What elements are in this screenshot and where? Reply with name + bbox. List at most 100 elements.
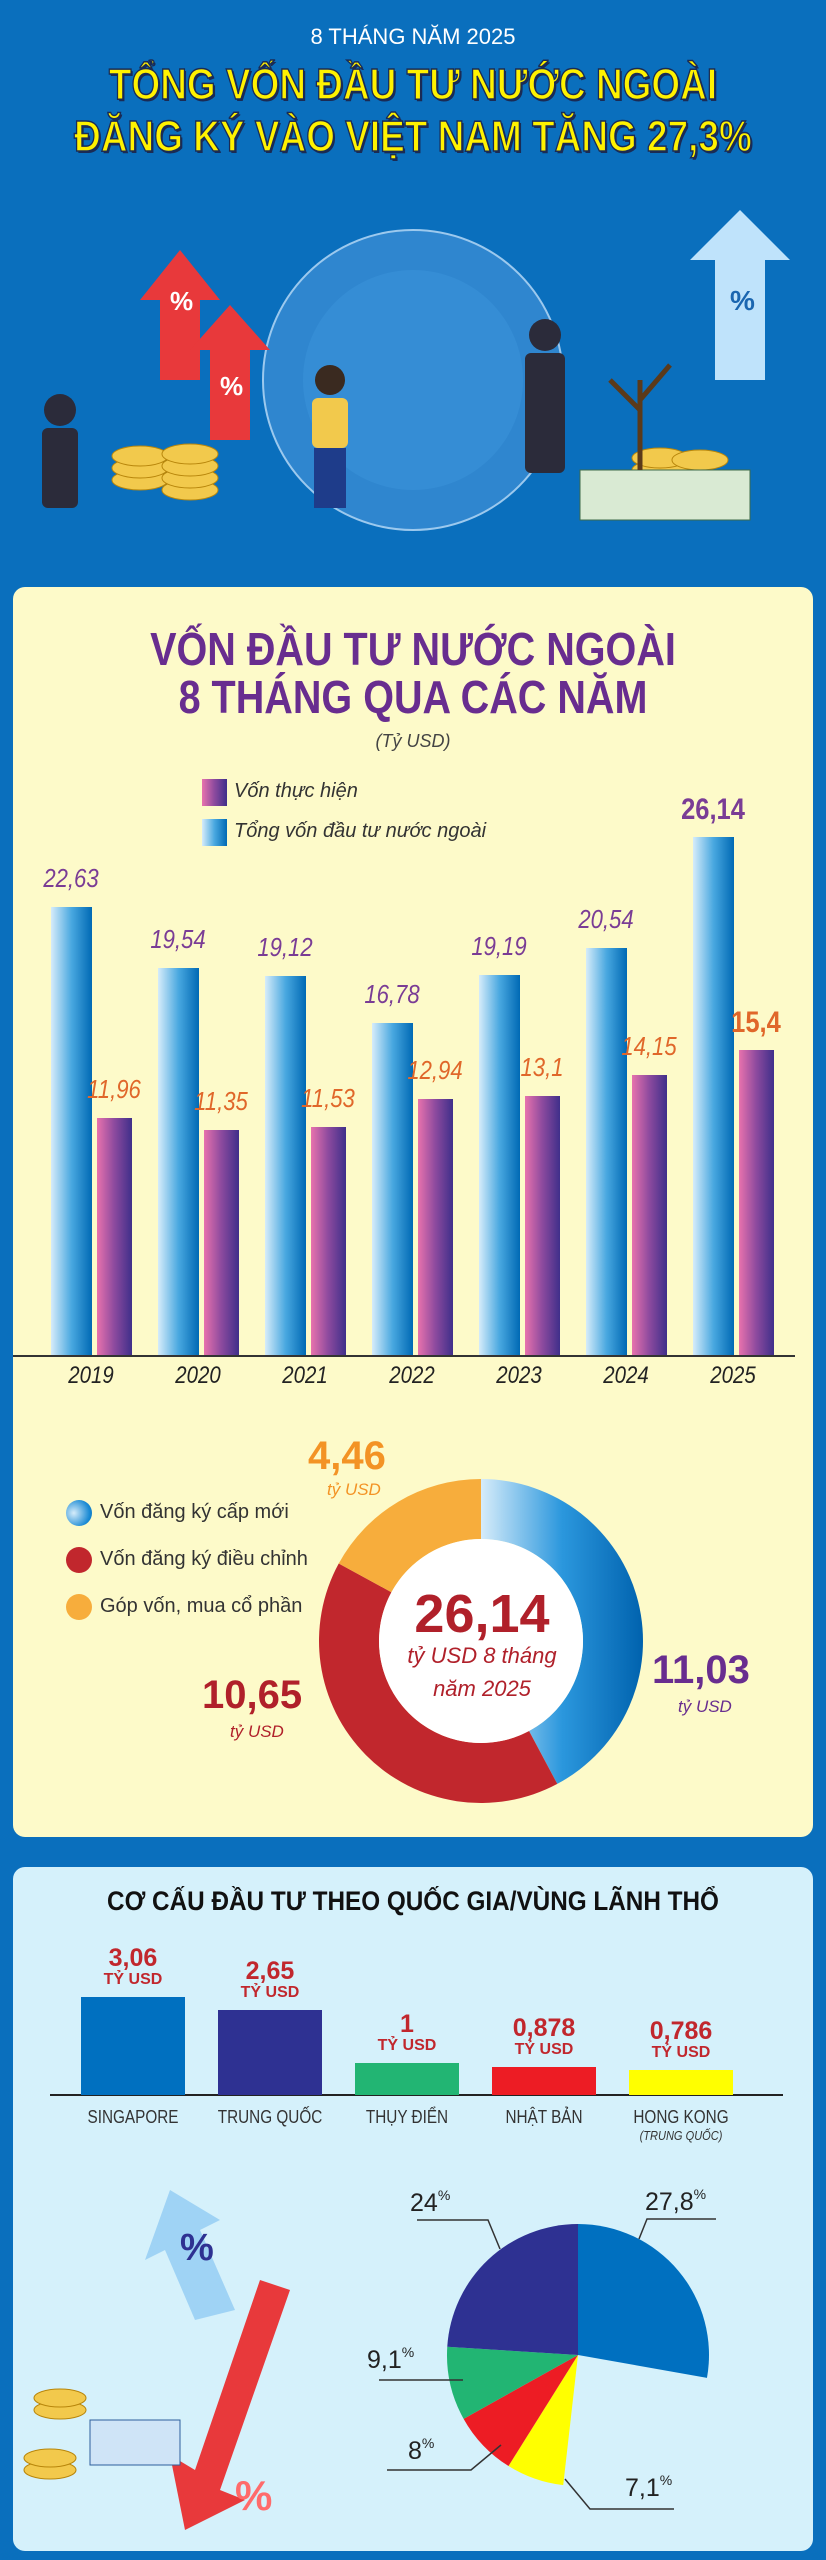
legend-label-tong-von: Tổng vốn đầu tư nước ngoài: [234, 820, 487, 842]
percent-badge: %: [220, 371, 243, 401]
country-value: 1: [400, 2010, 414, 2038]
arrow-up-icon: [145, 2190, 235, 2320]
coins-icon: [23, 2388, 87, 2480]
donut-slice-0: [481, 1479, 643, 1784]
legend-label-cap-moi: Vốn đăng ký cấp mới: [100, 1501, 289, 1523]
leader-line-trung-quoc: [417, 2219, 501, 2250]
legend-swatch-tong-von: [202, 819, 227, 846]
value-label-tong-von-2023: 19,19: [471, 931, 527, 962]
value-label-tong-von-2019: 22,63: [43, 862, 99, 893]
country-value: 0,878: [512, 2013, 576, 2042]
chart3-title: CƠ CẤU ĐẦU TƯ THEO QUỐC GIA/VÙNG LÃNH TH…: [107, 1886, 719, 1916]
decor-illustration: % %: [23, 2190, 290, 2530]
country-label-0: SINGAPORE: [87, 2107, 179, 2127]
percent-badge: %: [170, 286, 193, 316]
arrow-down-icon: [170, 2280, 290, 2530]
bar-von-thuc-hien-2025: [739, 1050, 774, 1355]
country-bar-1: [218, 2010, 322, 2095]
bar-tong-von-2022: [372, 1022, 413, 1355]
x-tick-label-2020: 2020: [175, 1362, 221, 1389]
chart1-title-line1: VỐN ĐẦU TƯ NƯỚC NGOÀI: [150, 623, 676, 675]
donut-center-value: 26,14: [414, 1584, 550, 1644]
value-label-von-thuc-hien-2023: 13,1: [520, 1051, 564, 1082]
legend-dot-cap-moi: [66, 1500, 92, 1526]
pie-slice-3: [463, 2355, 578, 2467]
donut-hole: [379, 1539, 583, 1743]
bar-von-thuc-hien-2022: [418, 1098, 453, 1355]
value-label-von-thuc-hien-2019: 11,96: [87, 1074, 141, 1105]
country-value-unit: TỶ USD: [651, 2043, 711, 2061]
businessman-icon: [42, 394, 78, 508]
bar-von-thuc-hien-2024: [632, 1074, 667, 1355]
country-bar-3: [492, 2066, 596, 2095]
legend-label-von-thuc-hien: Vốn thực hiện: [234, 780, 358, 802]
value-label-tong-von-2025: 26,14: [681, 793, 745, 827]
donut-slice-1: [319, 1563, 558, 1803]
pie-slice-singapore: [578, 2224, 710, 2378]
bar-von-thuc-hien-2023: [525, 1095, 560, 1355]
country-value: 2,65: [245, 1957, 295, 1986]
country-value: 3,06: [108, 1944, 158, 1973]
donut-label-cap-moi: 11,03: [652, 1648, 750, 1692]
value-label-von-thuc-hien-2020: 11,35: [194, 1086, 248, 1117]
bar-tong-von-2024: [586, 948, 627, 1355]
x-tick-label-2023: 2023: [496, 1362, 542, 1389]
donut-slice-2: [338, 1479, 481, 1593]
donut-unit-dieu-chinh: tỷ USD: [230, 1722, 284, 1741]
bar-von-thuc-hien-2021: [311, 1126, 346, 1355]
country-bar-2: [355, 2063, 459, 2095]
pie-slice-4: [508, 2355, 578, 2486]
country-value-label-3: 0,878 TỶ USD: [474, 2015, 614, 2059]
value-label-tong-von-2024: 20,54: [578, 904, 634, 935]
chart1-title-line2: 8 THÁNG QUA CÁC NĂM: [178, 671, 648, 723]
x-tick-label-2024: 2024: [603, 1362, 649, 1389]
x-tick-label-2025: 2025: [710, 1362, 756, 1389]
bar-tong-von-2020: [158, 968, 199, 1355]
value-label-von-thuc-hien-2024: 14,15: [621, 1030, 677, 1061]
bar-tong-von-2023: [479, 975, 520, 1355]
header-title-line2: ĐĂNG KÝ VÀO VIỆT NAM TĂNG 27,3%: [74, 111, 753, 162]
country-axis-line: [50, 2094, 783, 2096]
country-bar-4: [629, 2069, 733, 2095]
leader-line-hong-kong: [564, 2478, 674, 2510]
country-value-label-0: 3,06 TỶ USD: [63, 1945, 203, 1989]
x-tick-label-2022: 2022: [389, 1362, 435, 1389]
donut-unit-cap-moi: tỷ USD: [678, 1697, 732, 1716]
pie-label-trung-quoc: 24%: [410, 2187, 451, 2217]
country-value-unit: TỶ USD: [103, 1971, 163, 1989]
percent-badge: %: [730, 285, 755, 316]
chart1-unit: (Tỷ USD): [375, 731, 451, 751]
country-value-unit: TỶ USD: [377, 2037, 437, 2054]
pie-label-thuy-dien: 9,1%: [367, 2344, 415, 2374]
leader-line-nhat-ban: [387, 2444, 502, 2471]
arrow-up-icon: [690, 210, 790, 380]
pie-label-hong-kong: 7,1%: [625, 2472, 673, 2502]
leader-line-singapore: [638, 2218, 716, 2240]
legend-dot-dieu-chinh: [66, 1547, 92, 1573]
country-label-1: TRUNG QUỐC: [217, 2107, 323, 2127]
header-title-line1: TỔNG VỐN ĐẦU TƯ NƯỚC NGOÀI: [108, 59, 718, 110]
value-label-von-thuc-hien-2021: 11,53: [301, 1082, 355, 1113]
x-tick-label-2019: 2019: [68, 1362, 114, 1389]
country-note-4: (TRUNG QUỐC): [639, 2128, 723, 2143]
country-value-label-1: 2,65 TỶ USD: [200, 1958, 340, 2002]
bar-von-thuc-hien-2020: [204, 1130, 239, 1355]
percent-badge: %: [235, 2472, 272, 2519]
value-label-tong-von-2022: 16,78: [364, 978, 420, 1009]
legend-dot-gop-von: [66, 1594, 92, 1620]
businessman-icon: [525, 319, 565, 473]
country-label-2: THỤY ĐIỂN: [365, 2107, 449, 2127]
pie-label-nhat-ban: 8%: [408, 2435, 435, 2465]
country-value-unit: TỶ USD: [514, 2040, 574, 2058]
country-value-unit: TỶ USD: [240, 1984, 300, 2002]
bar-tong-von-2025: [693, 837, 734, 1355]
country-value-label-4: 0,786 TỶ USD: [611, 2018, 751, 2062]
value-label-von-thuc-hien-2025: 15,4: [731, 1006, 781, 1040]
bar-tong-von-2021: [265, 976, 306, 1355]
donut-unit-gop-von: tỷ USD: [327, 1480, 381, 1499]
header-illustration: % % %: [42, 210, 790, 531]
legend-label-dieu-chinh: Vốn đăng ký điều chỉnh: [100, 1548, 308, 1570]
donut-center-text-2: năm 2025: [433, 1676, 531, 1701]
